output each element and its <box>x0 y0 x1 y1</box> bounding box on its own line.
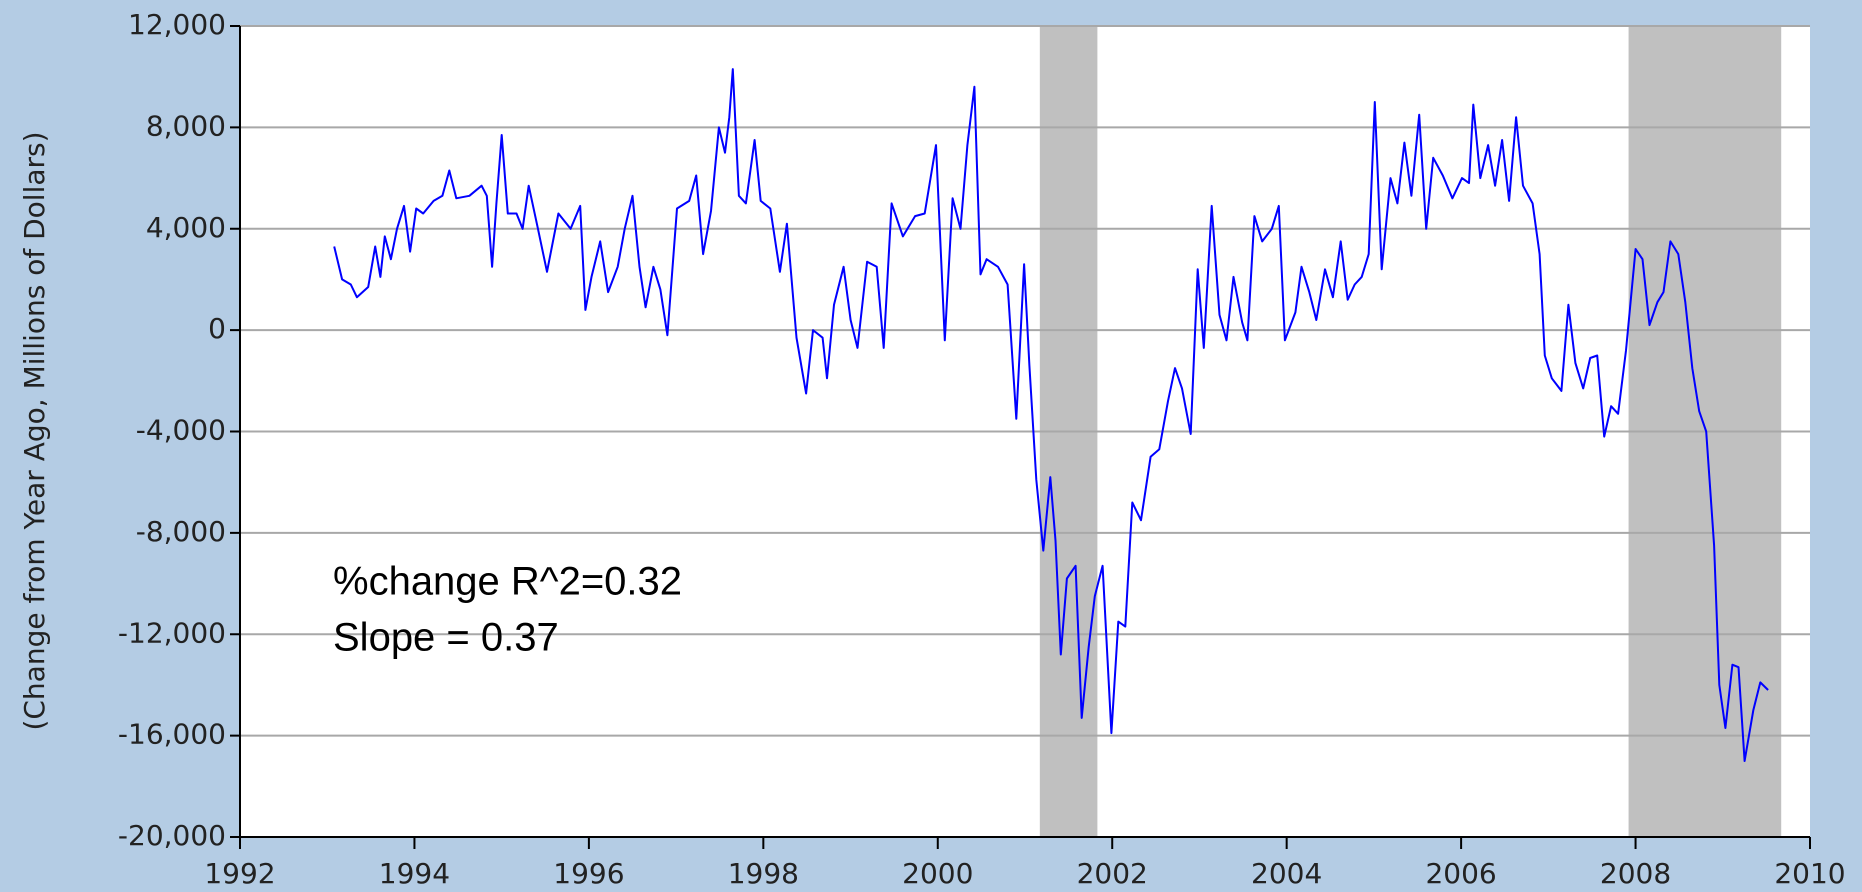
annotation: Slope = 0.37 <box>333 616 559 660</box>
x-tick-label: 1998 <box>728 857 799 890</box>
x-tick-label: 2008 <box>1600 857 1671 890</box>
x-tick-label: 1994 <box>379 857 450 890</box>
x-tick-label: 2010 <box>1774 857 1845 890</box>
annotation: %change R^2=0.32 <box>333 560 682 604</box>
y-tick-label: 8,000 <box>146 109 226 142</box>
y-tick-label: -20,000 <box>118 819 226 852</box>
x-tick-label: 2006 <box>1425 857 1496 890</box>
data-line <box>333 68 1769 762</box>
x-tick-label: 2002 <box>1077 857 1148 890</box>
y-tick-label: -16,000 <box>118 718 226 751</box>
y-tick-label: -12,000 <box>118 616 226 649</box>
y-axis-label: (Change from Year Ago, Millions of Dolla… <box>18 131 51 730</box>
x-tick-label: 2000 <box>902 857 973 890</box>
y-tick-label: 4,000 <box>146 211 226 244</box>
x-tick-label: 2004 <box>1251 857 1322 890</box>
y-tick-label: 0 <box>208 312 226 345</box>
y-tick-label: -8,000 <box>136 515 226 548</box>
y-tick-label: -4,000 <box>136 414 226 447</box>
y-tick-label: 12,000 <box>128 8 226 41</box>
x-tick-label: 1996 <box>553 857 624 890</box>
x-tick-label: 1992 <box>204 857 275 890</box>
